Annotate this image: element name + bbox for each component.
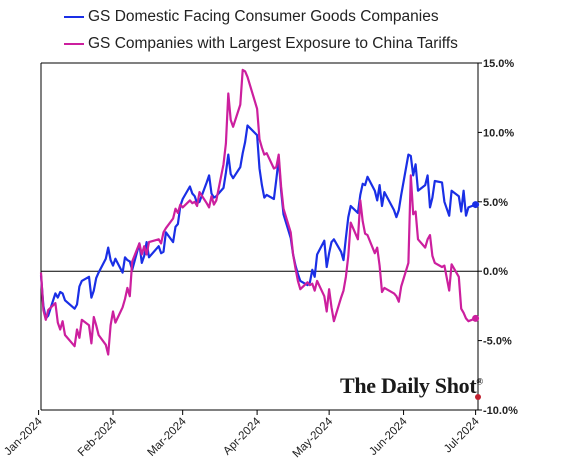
legend-swatch-china — [64, 43, 84, 45]
brand-logo: The Daily Shot® — [340, 373, 483, 399]
x-tick-label: Feb-2024 — [76, 415, 120, 459]
legend-swatch-domestic — [64, 16, 84, 18]
legend-label-domestic: GS Domestic Facing Consumer Goods Compan… — [88, 8, 439, 25]
y-tick-label: 0.0% — [483, 266, 508, 278]
x-tick-label: Jun-2024 — [367, 415, 410, 458]
brand-dot — [475, 394, 481, 400]
x-tick-label: Apr-2024 — [221, 415, 263, 457]
legend-entry-china: GS Companies with Largest Exposure to Ch… — [64, 35, 458, 53]
x-tick-label: May-2024 — [291, 415, 336, 460]
series-end-marker-domestic — [472, 201, 480, 209]
brand-registered-mark: ® — [476, 376, 483, 387]
y-tick-label: -10.0% — [483, 405, 518, 417]
x-tick-label: Mar-2024 — [145, 415, 189, 459]
legend-label-china: GS Companies with Largest Exposure to Ch… — [88, 35, 458, 52]
y-tick-label: 5.0% — [483, 197, 508, 209]
y-tick-label: 15.0% — [483, 58, 514, 70]
series-end-marker-china — [472, 314, 480, 322]
y-tick-label: 10.0% — [483, 127, 514, 139]
x-tick-label: Jan-2024 — [2, 415, 45, 458]
legend-entry-domestic: GS Domestic Facing Consumer Goods Compan… — [64, 8, 439, 26]
series-line-china — [39, 68, 476, 356]
series-line-domestic — [39, 124, 476, 320]
y-tick-label: -5.0% — [483, 336, 512, 348]
brand-text: The Daily Shot — [340, 373, 477, 398]
x-tick-label: Jul-2024 — [442, 415, 482, 455]
plot-area: 15.0% 10.0% 5.0% 0.0% -5.0% -10.0% Jan-2024 Feb… — [2, 58, 518, 460]
